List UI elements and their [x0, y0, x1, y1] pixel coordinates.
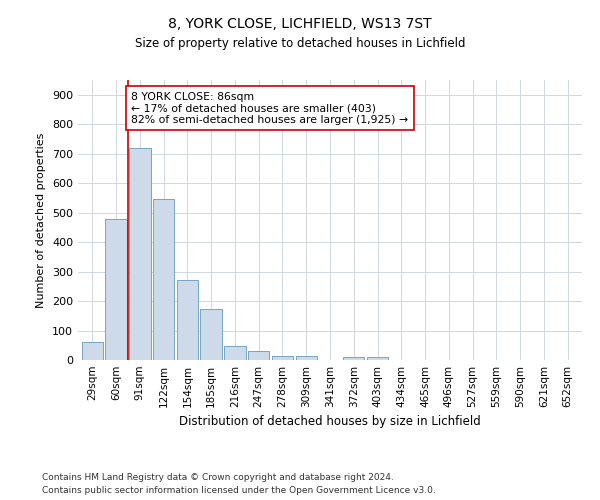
Y-axis label: Number of detached properties: Number of detached properties	[37, 132, 46, 308]
Text: Contains public sector information licensed under the Open Government Licence v3: Contains public sector information licen…	[42, 486, 436, 495]
Bar	[82, 342, 103, 360]
Bar	[248, 350, 269, 360]
Bar	[129, 148, 151, 360]
Text: Size of property relative to detached houses in Lichfield: Size of property relative to detached ho…	[135, 38, 465, 51]
Bar	[343, 358, 364, 360]
Bar	[224, 346, 245, 360]
Bar	[153, 200, 174, 360]
Text: 8, YORK CLOSE, LICHFIELD, WS13 7ST: 8, YORK CLOSE, LICHFIELD, WS13 7ST	[168, 18, 432, 32]
Bar	[296, 356, 317, 360]
Bar	[106, 218, 127, 360]
Bar	[272, 356, 293, 360]
Bar	[200, 309, 222, 360]
Text: Contains HM Land Registry data © Crown copyright and database right 2024.: Contains HM Land Registry data © Crown c…	[42, 472, 394, 482]
Bar	[367, 358, 388, 360]
X-axis label: Distribution of detached houses by size in Lichfield: Distribution of detached houses by size …	[179, 416, 481, 428]
Bar	[176, 280, 198, 360]
Text: 8 YORK CLOSE: 86sqm
← 17% of detached houses are smaller (403)
82% of semi-detac: 8 YORK CLOSE: 86sqm ← 17% of detached ho…	[131, 92, 409, 125]
